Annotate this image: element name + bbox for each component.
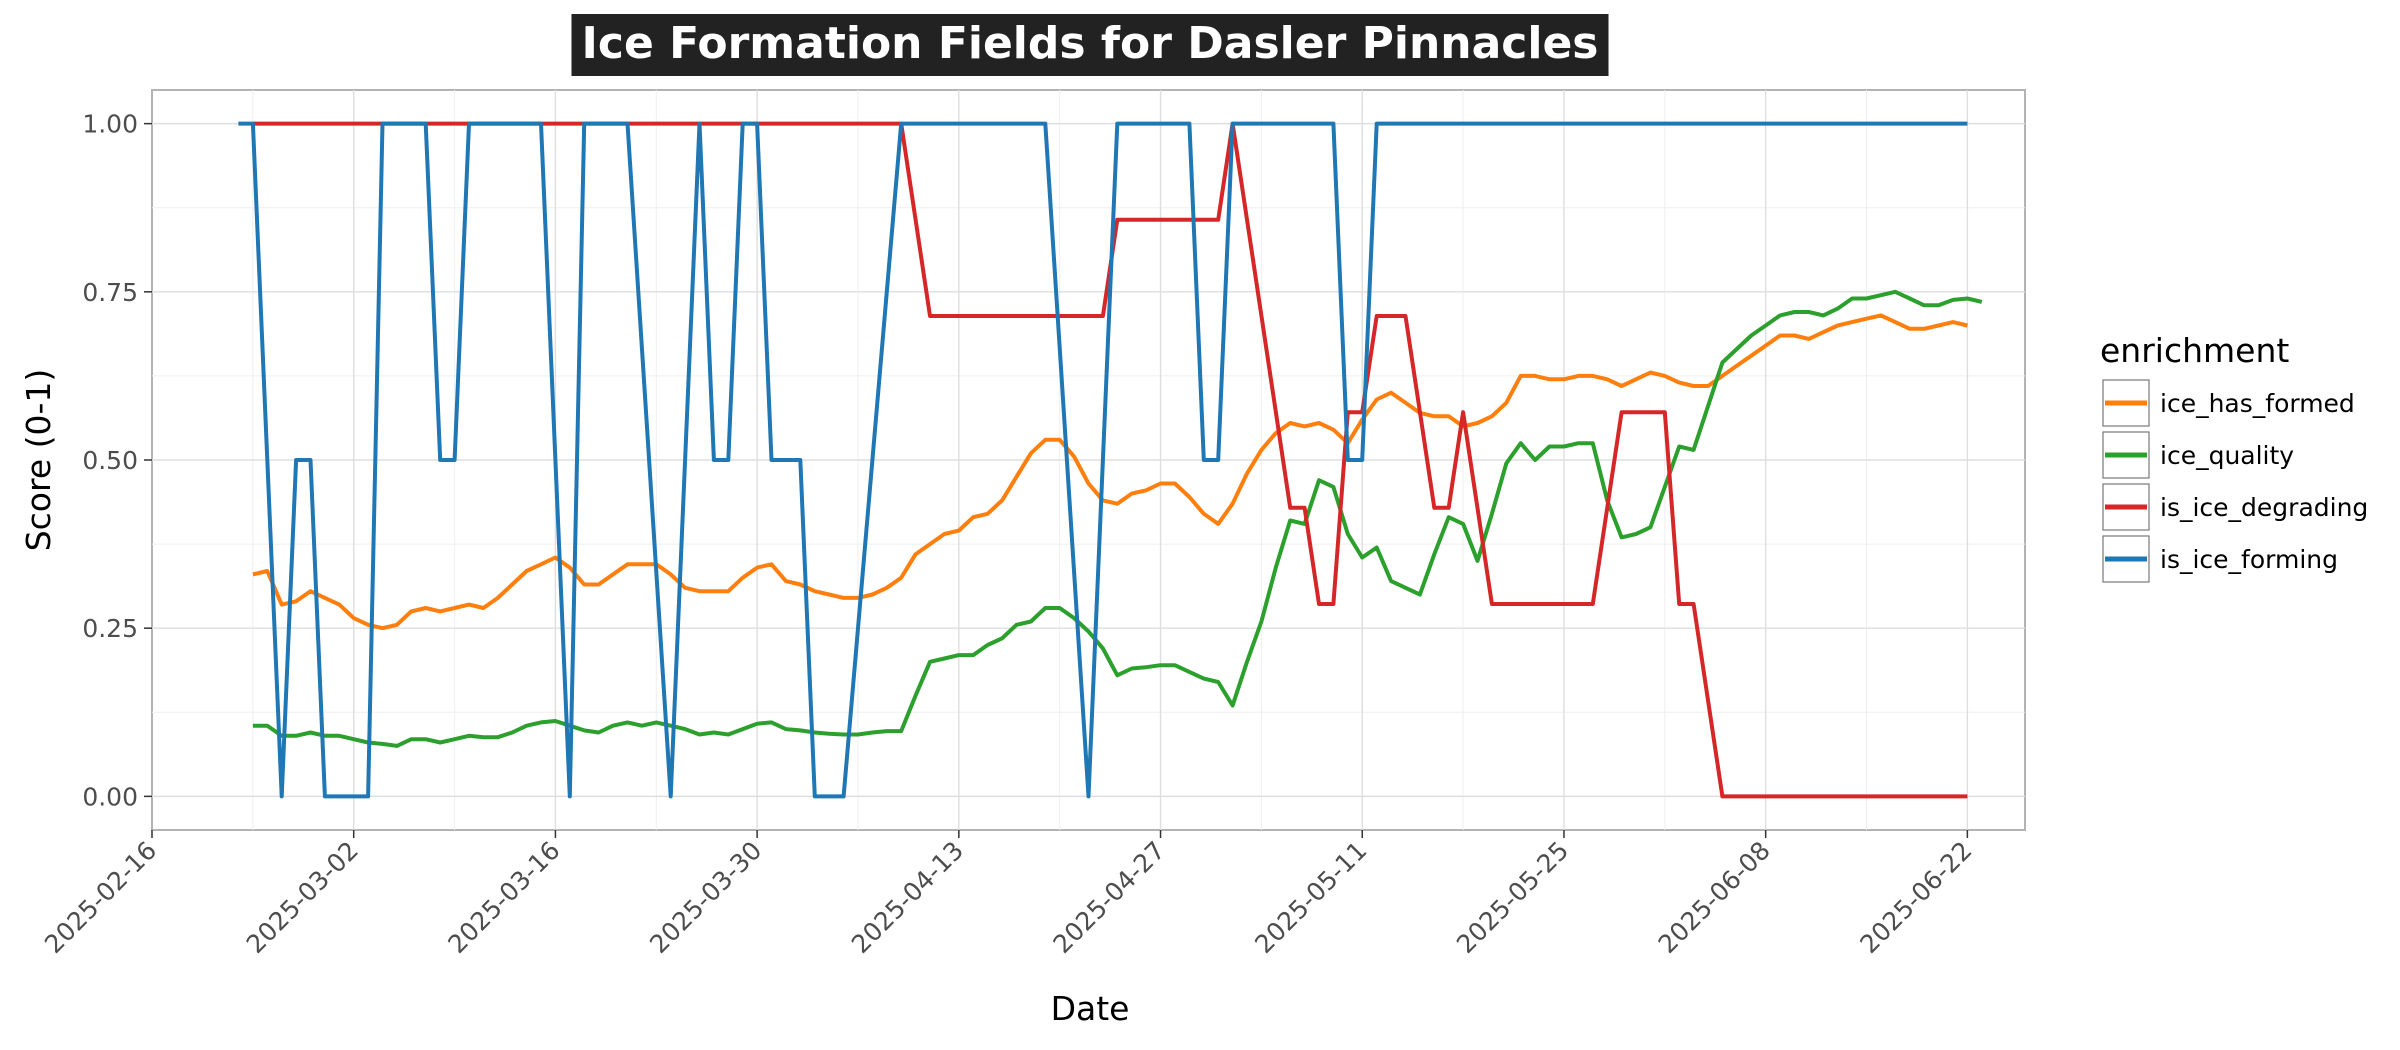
series-line-is_ice_forming: [238, 121, 1968, 799]
legend-title: enrichment: [2100, 331, 2289, 370]
x-axis-ticks: 2025-02-16 2025-03-02 2025-03-16 2025-03-30…: [39, 830, 1978, 959]
legend: enrichment ice_has_formed ice_quality is_i…: [2100, 331, 2368, 583]
x-tick-label: 2025-06-22: [1854, 836, 1977, 959]
x-tick-label: 2025-03-30: [644, 836, 767, 959]
y-tick-label: 0.75: [82, 278, 138, 307]
y-axis-title: Score (0-1): [19, 369, 58, 552]
x-tick-label: 2025-04-27: [1048, 836, 1171, 959]
legend-label-is_ice_forming: is_ice_forming: [2160, 545, 2338, 574]
series-lines: [238, 121, 1983, 799]
y-axis-ticks: 0.00 0.25 0.50 0.75 1.00: [82, 110, 152, 811]
y-tick-label: 0.25: [82, 614, 138, 643]
y-tick-label: 0.00: [82, 782, 138, 811]
series-line-is_ice_degrading: [252, 121, 1968, 799]
legend-label-ice_quality: ice_quality: [2160, 441, 2294, 470]
legend-label-is_ice_degrading: is_ice_degrading: [2160, 493, 2368, 522]
x-tick-label: 2025-03-16: [442, 836, 565, 959]
y-tick-label: 0.50: [82, 446, 138, 475]
x-tick-label: 2025-05-25: [1451, 836, 1574, 959]
x-tick-label: 2025-02-16: [39, 836, 162, 959]
x-axis-title: Date: [1051, 989, 1130, 1028]
chart-title-group: Ice Formation Fields for Dasler Pinnacle…: [571, 14, 1609, 76]
x-tick-label: 2025-04-13: [846, 836, 969, 959]
series-line-ice_has_formed: [252, 313, 1968, 631]
y-tick-label: 1.00: [82, 110, 138, 139]
series-line-ice_quality: [252, 289, 1983, 748]
chart-title-background: [571, 14, 1609, 76]
x-tick-label: 2025-03-02: [241, 836, 364, 959]
chart-title: Ice Formation Fields for Dasler Pinnacle…: [581, 18, 1598, 69]
x-tick-label: 2025-06-08: [1653, 836, 1776, 959]
legend-label-ice_has_formed: ice_has_formed: [2160, 389, 2355, 418]
x-tick-label: 2025-05-11: [1249, 836, 1372, 959]
